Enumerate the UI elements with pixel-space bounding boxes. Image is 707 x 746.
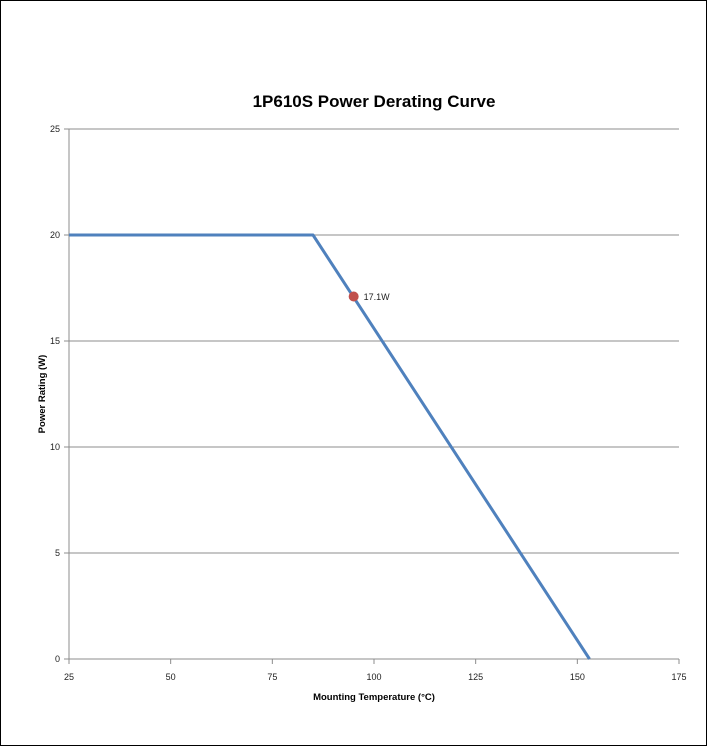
y-tick-label-5: 5 <box>55 548 60 558</box>
axes <box>64 128 680 664</box>
x-tick-label-75: 75 <box>267 672 277 682</box>
y-tick-label-25: 25 <box>50 124 60 134</box>
chart-title: 1P610S Power Derating Curve <box>253 92 496 111</box>
data-point-0 <box>348 291 359 302</box>
tick-labels: 0 5 10 15 20 25 25 50 75 100 125 150 175 <box>50 124 687 682</box>
x-tick-label-100: 100 <box>366 672 381 682</box>
x-tick-label-25: 25 <box>64 672 74 682</box>
x-tick-label-50: 50 <box>166 672 176 682</box>
y-tick-label-20: 20 <box>50 230 60 240</box>
x-tick-label-150: 150 <box>570 672 585 682</box>
data-point-label-0: 17.1W <box>364 292 391 302</box>
gridlines <box>69 128 679 554</box>
y-tick-label-15: 15 <box>50 336 60 346</box>
x-tick-label-125: 125 <box>468 672 483 682</box>
annotation-layer: 17.1W <box>348 291 391 302</box>
y-tick-label-0: 0 <box>55 654 60 664</box>
y-axis-label: Power Rating (W) <box>37 355 48 434</box>
y-tick-label-10: 10 <box>50 442 60 452</box>
series-layer <box>69 233 591 660</box>
x-axis-label: Mounting Temperature (°C) <box>313 692 435 703</box>
series-line-0 <box>69 233 591 660</box>
x-tick-label-175: 175 <box>671 672 686 682</box>
